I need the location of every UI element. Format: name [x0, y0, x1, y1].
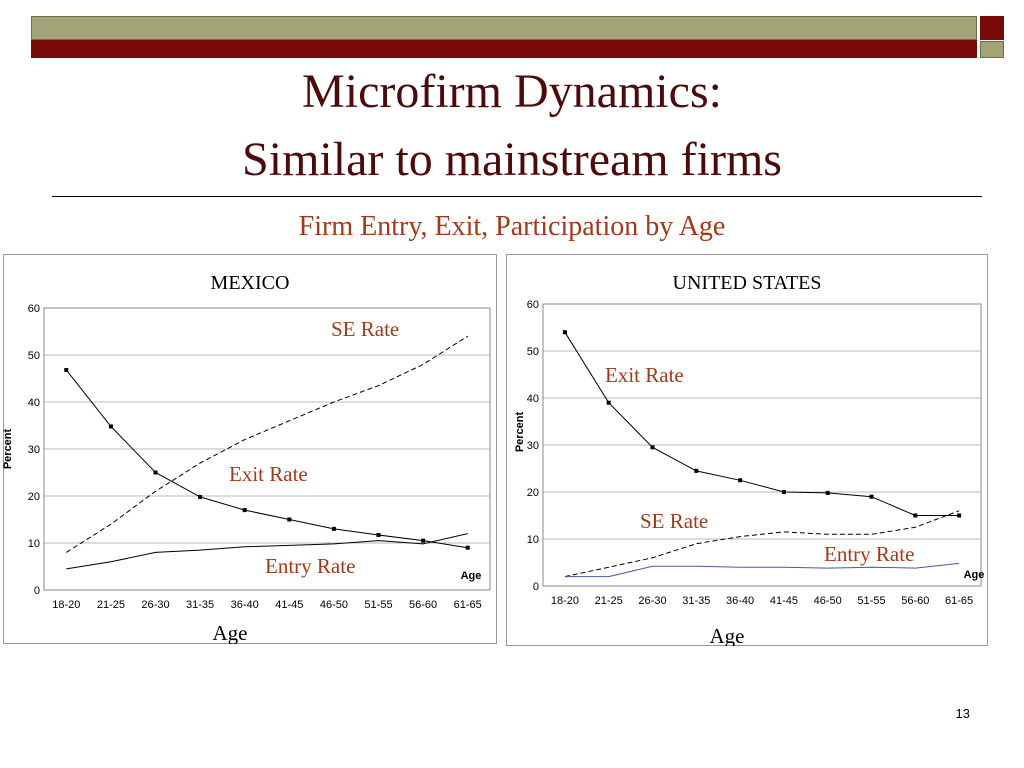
corner-square-maroon	[980, 16, 1004, 40]
y-axis-label: Percent	[3, 428, 14, 469]
series-annotation: Exit Rate	[605, 363, 684, 387]
y-tick-label: 0	[533, 581, 539, 593]
us-chart: 0 10 20 30 40 50 60 18-20 21-25 26-30 31-35 36-40 41…	[506, 254, 988, 646]
data-point	[465, 545, 470, 550]
x-axis-tag: Age	[461, 570, 482, 582]
y-axis-label: Percent	[514, 411, 526, 452]
data-point	[108, 424, 113, 429]
x-tick-label: 36-40	[726, 595, 754, 607]
x-axis-tag: Age	[964, 569, 985, 581]
x-axis-label: Age	[213, 621, 248, 644]
chart-title: MEXICO	[211, 272, 290, 294]
y-tick-label: 60	[527, 299, 539, 311]
x-tick-label: 46-50	[814, 595, 842, 607]
y-tick-label: 10	[527, 534, 539, 546]
data-point	[694, 468, 699, 473]
x-tick-label: 61-65	[945, 595, 973, 607]
x-axis-label: Age	[710, 624, 745, 646]
corner-square-olive	[980, 41, 1004, 58]
y-tick-label: 30	[527, 440, 539, 452]
data-point	[913, 513, 918, 518]
x-tick-label: 41-45	[275, 599, 303, 611]
data-point	[869, 494, 874, 499]
x-tick-label: 26-30	[638, 595, 666, 607]
y-tick-label: 0	[34, 585, 40, 597]
data-point	[606, 400, 611, 405]
x-tick-label: 31-35	[682, 595, 710, 607]
series-line-se-rate	[66, 335, 468, 553]
series-annotation: Exit Rate	[229, 462, 308, 486]
x-tick-label: 41-45	[770, 595, 798, 607]
y-tick-label: 40	[527, 393, 539, 405]
x-tick-label: 51-55	[857, 595, 885, 607]
header-band-olive	[31, 16, 977, 40]
data-point	[781, 490, 786, 494]
y-tick-label: 10	[28, 538, 40, 550]
y-tick-label: 50	[527, 346, 539, 358]
data-point	[650, 445, 655, 450]
data-point	[198, 494, 203, 499]
x-tick-label: 18-20	[52, 599, 80, 611]
mexico-chart: 0 10 20 30 40 50 60 18-20 21-25 26-30 31-35 36-40 41…	[3, 254, 497, 644]
series-line-entry-rate	[564, 562, 960, 578]
x-tick-label: 31-35	[186, 599, 214, 611]
x-tick-label: 21-25	[595, 595, 623, 607]
data-point	[562, 330, 567, 335]
x-tick-label: 61-65	[454, 599, 482, 611]
x-tick-label: 21-25	[97, 599, 125, 611]
series-line-exit-rate	[564, 331, 960, 516]
page-number: 13	[955, 706, 970, 721]
data-point	[242, 508, 247, 513]
data-point	[287, 517, 292, 522]
chart-frame	[506, 254, 988, 646]
y-tick-label: 50	[28, 350, 40, 362]
series-annotation: SE Rate	[640, 509, 708, 533]
data-point	[153, 470, 158, 475]
series-line-entry-rate	[66, 533, 468, 570]
x-tick-label: 56-60	[901, 595, 929, 607]
y-tick-label: 30	[28, 444, 40, 456]
data-point	[825, 490, 830, 495]
slide-title-line1: Microfirm Dynamics:	[302, 65, 722, 118]
series-annotation: Entry Rate	[824, 542, 914, 566]
x-tick-label: 26-30	[141, 599, 169, 611]
x-tick-label: 51-55	[364, 599, 392, 611]
data-point	[331, 526, 336, 531]
data-point	[64, 368, 69, 373]
chart-title: UNITED STATES	[673, 272, 822, 294]
header-band-maroon	[31, 40, 977, 58]
slide-subtitle: Firm Entry, Exit, Participation by Age	[298, 211, 726, 242]
y-tick-label: 60	[28, 303, 40, 315]
y-tick-label: 20	[527, 487, 539, 499]
y-tick-label: 20	[28, 491, 40, 503]
title-divider	[52, 196, 982, 197]
x-tick-label: 18-20	[551, 595, 579, 607]
data-point	[957, 513, 962, 518]
slide-title-line2: Similar to mainstream firms	[242, 133, 782, 186]
series-line-se-rate	[564, 510, 960, 578]
data-point	[421, 538, 426, 543]
plot-area	[43, 307, 491, 591]
x-tick-label: 36-40	[231, 599, 259, 611]
y-tick-label: 40	[28, 397, 40, 409]
plot-area	[542, 303, 982, 587]
series-line-exit-rate	[65, 369, 468, 549]
series-annotation: Entry Rate	[265, 554, 355, 578]
x-tick-label: 46-50	[320, 599, 348, 611]
series-annotation: SE Rate	[331, 317, 399, 341]
data-point	[738, 478, 743, 483]
data-point	[376, 533, 381, 538]
x-tick-label: 56-60	[409, 599, 437, 611]
